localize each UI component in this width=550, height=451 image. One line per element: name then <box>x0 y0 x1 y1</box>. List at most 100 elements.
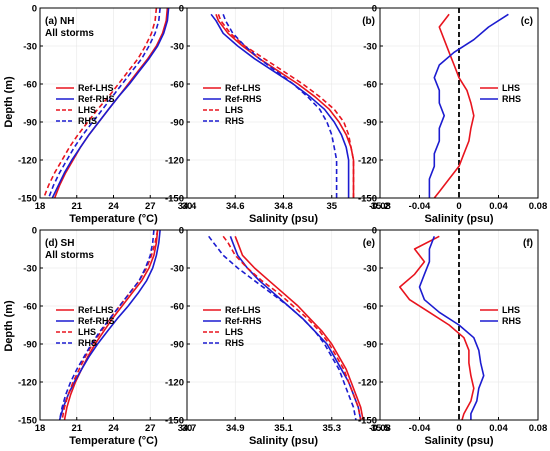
panel-b: 34.4 34.6 34.8 35 35.2 0 -30 -60 -90 -120 -150 Sali… <box>165 4 389 226</box>
series-line-ref-rhs <box>58 229 161 421</box>
y-tick-label: -60 <box>363 302 377 313</box>
y-tick-label: 0 <box>32 4 37 15</box>
x-tick-label: 34.6 <box>226 201 245 212</box>
x-axis-label: Salinity (psu) <box>249 435 318 447</box>
panels: 18 21 24 27 30 0 -30 -60 -90 -120 -150 Temperature … <box>18 4 547 448</box>
legend-label: RHS <box>502 94 521 104</box>
y-tick-label: -90 <box>23 340 37 351</box>
legend-label: RHS <box>502 316 521 326</box>
series-line-ref-rhs <box>210 13 350 198</box>
y-axis-label: Depth (m) <box>3 76 15 128</box>
x-tick-label: 34.9 <box>226 423 245 434</box>
series-line-rhs <box>428 13 509 198</box>
x-tick-label: 18 <box>35 423 46 434</box>
y-tick-label: -150 <box>18 416 37 427</box>
x-tick-label: 35.5 <box>371 423 390 434</box>
x-tick-label: 0.08 <box>529 423 548 434</box>
y-tick-label: -120 <box>165 378 184 389</box>
series-line-rhs <box>222 14 338 198</box>
y-tick-label: -150 <box>18 194 37 205</box>
y-tick-label: 0 <box>179 226 184 237</box>
panel-a: 18 21 24 27 30 0 -30 -60 -90 -120 -150 Temperature … <box>18 4 192 226</box>
panel-label: (b) <box>362 16 375 27</box>
series-line-lhs <box>217 14 355 198</box>
series-line-lhs <box>433 13 475 199</box>
y-tick-label: -120 <box>18 378 37 389</box>
series-line-rhs <box>47 7 161 199</box>
y-tick-label: -60 <box>170 302 184 313</box>
x-tick-label: 27 <box>145 201 156 212</box>
panel-sublabel: All storms <box>45 28 94 39</box>
legend-label: RHS <box>78 338 97 348</box>
x-tick-label: 35 <box>326 201 337 212</box>
series-line-lhs <box>222 235 362 421</box>
legend-label: Ref-RHS <box>78 316 115 326</box>
x-tick-label: 0 <box>456 423 461 434</box>
panel-f: -0.08 -0.04 0 0.04 0.08 0 -30 -60 -90 -120 -150 Sal… <box>358 226 547 448</box>
legend-label: Ref-LHS <box>78 83 114 93</box>
y-tick-label: -90 <box>363 118 377 129</box>
x-tick-label: 27 <box>145 423 156 434</box>
series-line-lhs <box>42 7 158 199</box>
y-tick-label: -60 <box>23 80 37 91</box>
series-line-lhs <box>398 235 475 421</box>
x-tick-label: -0.08 <box>369 423 391 434</box>
legend-label: RHS <box>225 338 244 348</box>
x-axis-label: Salinity (psu) <box>424 435 493 447</box>
legend-label: Ref-LHS <box>78 305 114 315</box>
y-tick-label: -120 <box>165 156 184 167</box>
y-tick-label: -90 <box>170 118 184 129</box>
x-tick-label: 35.2 <box>371 201 390 212</box>
y-axis-label-bottom: Depth (m) <box>3 300 15 352</box>
x-tick-label: 30 <box>182 201 193 212</box>
x-tick-label: 24 <box>108 423 119 434</box>
series-line-lhs <box>61 229 159 421</box>
y-tick-label: -30 <box>363 42 377 53</box>
x-tick-label: 18 <box>35 201 46 212</box>
series-line-ref-lhs <box>215 14 355 198</box>
y-tick-label: -150 <box>165 416 184 427</box>
y-tick-label: -120 <box>358 156 377 167</box>
legend-label: RHS <box>225 116 244 126</box>
y-tick-label: -60 <box>363 80 377 91</box>
legend-label: Ref-RHS <box>225 316 262 326</box>
y-tick-label: -60 <box>23 302 37 313</box>
x-tick-label: 35.3 <box>323 423 342 434</box>
legend-label: LHS <box>78 327 96 337</box>
legend-label: LHS <box>502 305 520 315</box>
y-tick-label: 0 <box>32 226 37 237</box>
x-tick-label: 24 <box>108 201 119 212</box>
x-tick-label: 21 <box>71 423 82 434</box>
x-axis-label: Temperature (°C) <box>69 435 158 447</box>
legend-label: Ref-RHS <box>78 94 115 104</box>
legend-label: LHS <box>502 83 520 93</box>
y-tick-label: -30 <box>170 264 184 275</box>
x-tick-label: -0.04 <box>409 201 431 212</box>
x-axis-label: Salinity (psu) <box>249 213 318 225</box>
x-axis-label: Salinity (psu) <box>424 213 493 225</box>
panel-c: -0.08 -0.04 0 0.04 0.08 0 -30 -60 -90 -120 -150 Sal… <box>358 4 547 226</box>
y-tick-label: 0 <box>372 4 377 15</box>
panel-label: (f) <box>523 238 533 249</box>
legend-label: LHS <box>225 327 243 337</box>
legend-label: Ref-LHS <box>225 83 261 93</box>
x-tick-label: 30 <box>182 423 193 434</box>
y-tick-label: -150 <box>165 194 184 205</box>
legend-label: LHS <box>225 105 243 115</box>
x-tick-label: 34.7 <box>178 423 197 434</box>
panel-label: (e) <box>363 238 375 249</box>
legend-label: LHS <box>78 105 96 115</box>
panel-label: (d) SH <box>45 238 74 249</box>
legend-label: Ref-RHS <box>225 94 262 104</box>
legend-label: Ref-LHS <box>225 305 261 315</box>
y-tick-label: -60 <box>170 80 184 91</box>
panel-sublabel: All storms <box>45 250 94 261</box>
y-tick-label: -90 <box>363 340 377 351</box>
y-tick-label: -30 <box>170 42 184 53</box>
panel-label: (c) <box>521 16 533 27</box>
x-tick-label: -0.04 <box>409 423 431 434</box>
x-tick-label: 0.04 <box>489 201 508 212</box>
